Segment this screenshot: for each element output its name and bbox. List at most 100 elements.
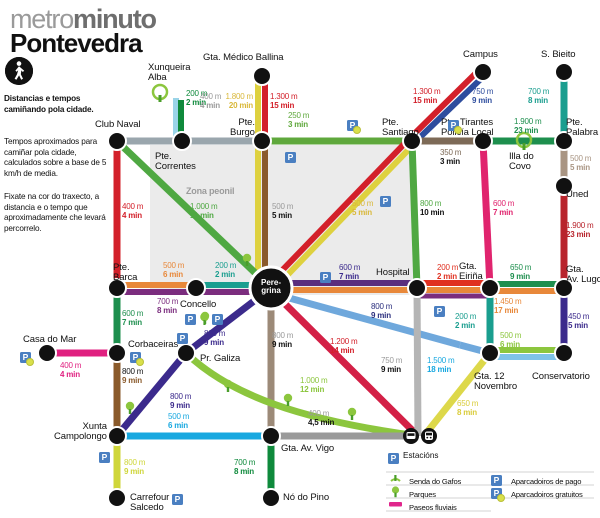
parking-free-icon-corbaceiras[interactable]: P xyxy=(130,352,144,366)
route-label-santiago-hospital: 800 m 10 min xyxy=(420,199,444,217)
parking-free-icon-casa-do-mar[interactable]: P xyxy=(20,352,34,366)
parking-paid-icon-carrefour[interactable]: P xyxy=(172,494,183,505)
station-dot-club-naval[interactable] xyxy=(107,131,127,151)
station-dot-no-do-pino[interactable] xyxy=(261,488,281,508)
dist: 1.200 m xyxy=(330,337,358,346)
parking-paid-icon-galiza-north[interactable]: P xyxy=(177,333,188,344)
dist: 1.000 m xyxy=(300,376,328,385)
dist: 800 m xyxy=(371,302,393,311)
time: 2 min xyxy=(186,97,206,107)
dist: 200 m xyxy=(437,263,459,272)
legend-item-aparcadoiros-gratuitos: Aparcadoiros gratuitos xyxy=(511,490,583,499)
station-dot-corbaceiras[interactable] xyxy=(107,343,127,363)
time: 9 min xyxy=(204,337,224,347)
time: 17 min xyxy=(494,305,519,315)
estacions-train-icon xyxy=(421,428,437,444)
time: 11 min xyxy=(190,210,214,220)
station-label-club-naval: Club Naval xyxy=(95,119,141,130)
station-label-carrefour-salcedo: Carrefour Salcedo xyxy=(130,492,170,514)
route-peregrina-hospital-blue xyxy=(270,289,461,349)
parking-paid-icon-santiago-south[interactable]: P xyxy=(380,196,391,207)
station-dot-concello[interactable] xyxy=(186,278,206,298)
route-santiago-hospital-green xyxy=(408,140,421,289)
station-dot-pte-correntes[interactable] xyxy=(172,131,192,151)
time: 7 min xyxy=(339,271,359,281)
station-dot-gta-av-lugo[interactable] xyxy=(554,278,574,298)
time: 23 min xyxy=(514,125,539,135)
time: 9 min xyxy=(124,466,144,476)
station-dot-gta-medico-ballina[interactable] xyxy=(252,66,272,86)
parking-paid-icon-hospital-west[interactable]: P xyxy=(320,272,331,283)
parking-paid-icon-burgo[interactable]: P xyxy=(285,152,296,163)
legend-item-senda-do-gafos: Senda do Gafos xyxy=(409,477,462,486)
station-label-gta-eirina: Gta. Eiriña xyxy=(459,261,483,283)
time: 5 min xyxy=(352,207,372,217)
station-label-conservatorio: Conservatorio xyxy=(532,371,590,382)
station-dot-pte-palabra[interactable] xyxy=(554,131,574,151)
station-dot-pte-burgo[interactable] xyxy=(252,131,272,151)
page-title-city: Pontevedra xyxy=(10,28,143,58)
time: 15 min xyxy=(270,100,295,110)
station-dot-pte-santiago[interactable] xyxy=(402,131,422,151)
dist: 700 m xyxy=(234,458,256,467)
parking-paid-icon-estacions[interactable]: P xyxy=(388,453,399,464)
station-dot-gta-av-vigo[interactable] xyxy=(261,426,281,446)
dist: 650 m xyxy=(510,263,532,272)
legend-parking-paid-icon: P xyxy=(491,475,502,486)
parking-paid-icon-concello-b[interactable]: P xyxy=(212,314,223,325)
time: 6 min xyxy=(500,339,520,349)
legend-item-aparcadoiros-pago: Aparcadoiros de pago xyxy=(511,477,582,486)
station-dot-pte-tirantes[interactable] xyxy=(473,131,493,151)
dist: 750 m xyxy=(472,87,494,96)
time: 5 min xyxy=(568,320,588,330)
parking-paid-icon-concello-a[interactable]: P xyxy=(185,314,196,325)
station-dot-pr-galiza[interactable] xyxy=(176,343,196,363)
station-dot-conservatorio[interactable] xyxy=(554,343,574,363)
time: 9 min xyxy=(472,95,492,105)
dist: 800 m xyxy=(170,392,192,401)
station-dot-campus[interactable] xyxy=(473,62,493,82)
dist: 500 m xyxy=(163,261,185,270)
station-dot-carrefour-salcedo[interactable] xyxy=(107,488,127,508)
time: 5 min xyxy=(272,210,292,220)
illa-do-covo-tree-icon xyxy=(515,131,533,150)
station-dot-casa-do-mar[interactable] xyxy=(37,343,57,363)
parking-free-icon-santiago-west[interactable]: P xyxy=(347,120,361,134)
station-dot-hospital[interactable] xyxy=(407,278,427,298)
station-dot-gta-eirina[interactable] xyxy=(480,278,500,298)
time: 9 min xyxy=(371,310,391,320)
time: 5 min xyxy=(570,162,590,172)
park-tree-icon-concello xyxy=(200,312,209,325)
station-dot-peregrina[interactable] xyxy=(248,265,294,311)
dist: 600 m xyxy=(339,263,361,272)
station-label-gta-medico-ballina: Gta. Médico Ballina xyxy=(203,52,284,63)
station-label-campus: Campus xyxy=(463,49,498,60)
station-dot-uned[interactable] xyxy=(554,176,574,196)
time: 9 min xyxy=(122,375,142,385)
station-label-pte-correntes: Pte. Correntes xyxy=(155,151,196,173)
dist: 1.450 m xyxy=(494,297,522,306)
station-dot-pte-barca[interactable] xyxy=(107,278,127,298)
parking-free-icon-tirantes[interactable]: P xyxy=(448,120,462,134)
parking-paid-icon-hospital-south[interactable]: P xyxy=(434,306,445,317)
parking-paid-icon-xunta[interactable]: P xyxy=(99,452,110,463)
station-dot-gta-12-novembro[interactable] xyxy=(480,343,500,363)
sidebar-paragraph-2: Fixate na cor do traxecto, a distancia e… xyxy=(4,192,106,233)
station-dot-s-bieito[interactable] xyxy=(554,62,574,82)
station-dot-xunta-campolongo[interactable] xyxy=(107,426,127,446)
